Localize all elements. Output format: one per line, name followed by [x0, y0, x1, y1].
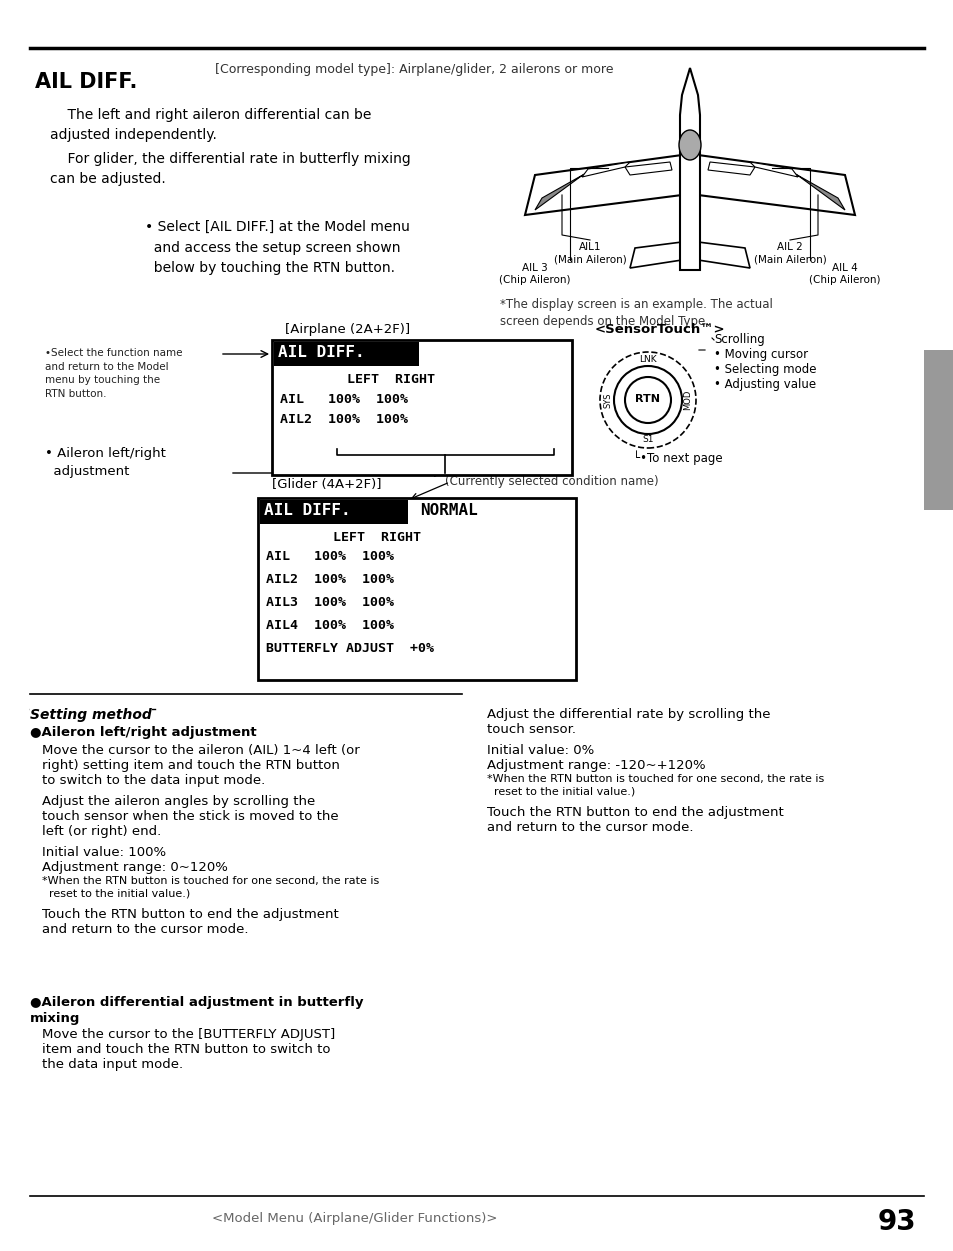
Text: Move the cursor to the aileron (AIL) 1~4 left (or: Move the cursor to the aileron (AIL) 1~4…: [42, 744, 359, 757]
Text: AIL1
(Main Aileron): AIL1 (Main Aileron): [553, 241, 626, 264]
Text: to switch to the data input mode.: to switch to the data input mode.: [42, 774, 265, 787]
Text: LNK: LNK: [639, 355, 656, 364]
Ellipse shape: [599, 352, 696, 448]
Text: AIL 2
(Main Aileron): AIL 2 (Main Aileron): [753, 241, 825, 264]
Text: The left and right aileron differential can be
adjusted independently.: The left and right aileron differential …: [50, 108, 371, 141]
Text: *When the RTN button is touched for one second, the rate is: *When the RTN button is touched for one …: [42, 876, 379, 886]
Text: Adjustment range: 0~120%: Adjustment range: 0~120%: [42, 861, 228, 874]
Bar: [923, 350, 953, 510]
Polygon shape: [749, 161, 797, 176]
Text: AIL3  100%  100%: AIL3 100% 100%: [266, 595, 394, 609]
Text: AIL DIFF.: AIL DIFF.: [264, 503, 351, 518]
Polygon shape: [679, 68, 700, 270]
Text: AIL DIFF.: AIL DIFF.: [277, 345, 364, 360]
Polygon shape: [629, 241, 681, 268]
Text: Setting method: Setting method: [30, 708, 152, 722]
Text: RTN: RTN: [635, 394, 659, 404]
Text: [Airplane (2A+2F)]: [Airplane (2A+2F)]: [285, 323, 410, 337]
Text: Adjust the differential rate by scrolling the: Adjust the differential rate by scrollin…: [486, 708, 770, 721]
Text: S1: S1: [641, 435, 653, 444]
Polygon shape: [624, 161, 671, 175]
Polygon shape: [524, 155, 681, 215]
Text: Initial value: 100%: Initial value: 100%: [42, 846, 166, 859]
Text: ●Aileron left/right adjustment: ●Aileron left/right adjustment: [30, 726, 256, 739]
Text: •Select the function name
and return to the Model
menu by touching the
RTN butto: •Select the function name and return to …: [45, 348, 182, 399]
Bar: [272, 340, 572, 475]
Polygon shape: [698, 241, 749, 268]
Polygon shape: [707, 161, 754, 175]
Text: item and touch the RTN button to switch to: item and touch the RTN button to switch …: [42, 1043, 330, 1056]
Polygon shape: [698, 155, 854, 215]
Text: NORMAL: NORMAL: [419, 503, 477, 518]
Text: and return to the cursor mode.: and return to the cursor mode.: [486, 821, 693, 834]
Text: the data input mode.: the data input mode.: [42, 1058, 183, 1071]
Ellipse shape: [614, 367, 681, 434]
Text: left (or right) end.: left (or right) end.: [42, 824, 161, 838]
Text: • Select [AIL DIFF.] at the Model menu
  and access the setup screen shown
  bel: • Select [AIL DIFF.] at the Model menu a…: [145, 220, 410, 275]
Text: 93: 93: [877, 1208, 915, 1236]
Text: For glider, the differential rate in butterfly mixing
can be adjusted.: For glider, the differential rate in but…: [50, 153, 411, 185]
Polygon shape: [535, 171, 587, 210]
Polygon shape: [791, 171, 844, 210]
Ellipse shape: [624, 377, 670, 423]
Text: └•To next page: └•To next page: [633, 450, 721, 464]
Text: AIL 4
(Chip Aileron): AIL 4 (Chip Aileron): [808, 263, 880, 285]
Polygon shape: [581, 161, 629, 176]
Text: AIL2  100%  100%: AIL2 100% 100%: [266, 573, 394, 585]
Text: • Moving cursor: • Moving cursor: [713, 348, 807, 362]
Text: AIL 3
(Chip Aileron): AIL 3 (Chip Aileron): [498, 263, 570, 285]
Text: reset to the initial value.): reset to the initial value.): [486, 787, 635, 797]
Text: touch sensor.: touch sensor.: [486, 723, 576, 736]
Bar: [274, 342, 418, 367]
Text: Move the cursor to the [BUTTERFLY ADJUST]: Move the cursor to the [BUTTERFLY ADJUST…: [42, 1028, 335, 1041]
Bar: [260, 500, 408, 524]
Text: *When the RTN button is touched for one second, the rate is: *When the RTN button is touched for one …: [486, 774, 823, 784]
Text: SYS: SYS: [603, 393, 612, 408]
Text: Adjustment range: -120~+120%: Adjustment range: -120~+120%: [486, 759, 705, 772]
Text: • Selecting mode: • Selecting mode: [713, 363, 816, 377]
Text: <SensorTouch™>: <SensorTouch™>: [595, 323, 725, 337]
Text: • Adjusting value: • Adjusting value: [713, 378, 815, 392]
Text: [Corresponding model type]: Airplane/glider, 2 ailerons or more: [Corresponding model type]: Airplane/gli…: [214, 63, 613, 76]
Text: [Glider (4A+2F)]: [Glider (4A+2F)]: [272, 478, 381, 490]
Text: right) setting item and touch the RTN button: right) setting item and touch the RTN bu…: [42, 759, 339, 772]
Text: LEFT  RIGHT: LEFT RIGHT: [333, 530, 420, 544]
Text: <Model Menu (Airplane/Glider Functions)>: <Model Menu (Airplane/Glider Functions)>: [213, 1212, 497, 1225]
Text: Scrolling: Scrolling: [713, 333, 764, 347]
Text: (Currently selected condition name): (Currently selected condition name): [444, 475, 658, 488]
Text: and return to the cursor mode.: and return to the cursor mode.: [42, 923, 248, 936]
Ellipse shape: [679, 130, 700, 160]
Text: Touch the RTN button to end the adjustment: Touch the RTN button to end the adjustme…: [42, 908, 338, 921]
Text: Touch the RTN button to end the adjustment: Touch the RTN button to end the adjustme…: [486, 806, 783, 819]
Text: Initial value: 0%: Initial value: 0%: [486, 744, 594, 757]
Bar: [257, 498, 576, 681]
Text: MOD: MOD: [682, 390, 692, 410]
Text: Adjust the aileron angles by scrolling the: Adjust the aileron angles by scrolling t…: [42, 794, 314, 808]
Text: AIL2  100%  100%: AIL2 100% 100%: [280, 413, 408, 427]
Text: LEFT  RIGHT: LEFT RIGHT: [347, 373, 435, 387]
Text: AIL   100%  100%: AIL 100% 100%: [280, 393, 408, 407]
Text: *The display screen is an example. The actual
screen depends on the Model Type.: *The display screen is an example. The a…: [499, 298, 772, 328]
Text: AIL   100%  100%: AIL 100% 100%: [266, 550, 394, 563]
Text: • Aileron left/right
  adjustment: • Aileron left/right adjustment: [45, 447, 166, 478]
Text: BUTTERFLY ADJUST  +0%: BUTTERFLY ADJUST +0%: [266, 642, 434, 656]
Text: AIL4  100%  100%: AIL4 100% 100%: [266, 619, 394, 632]
Text: touch sensor when the stick is moved to the: touch sensor when the stick is moved to …: [42, 809, 338, 823]
Text: ●Aileron differential adjustment in butterfly
mixing: ●Aileron differential adjustment in butt…: [30, 996, 363, 1025]
Text: AIL DIFF.: AIL DIFF.: [35, 73, 137, 93]
Text: reset to the initial value.): reset to the initial value.): [42, 889, 190, 899]
